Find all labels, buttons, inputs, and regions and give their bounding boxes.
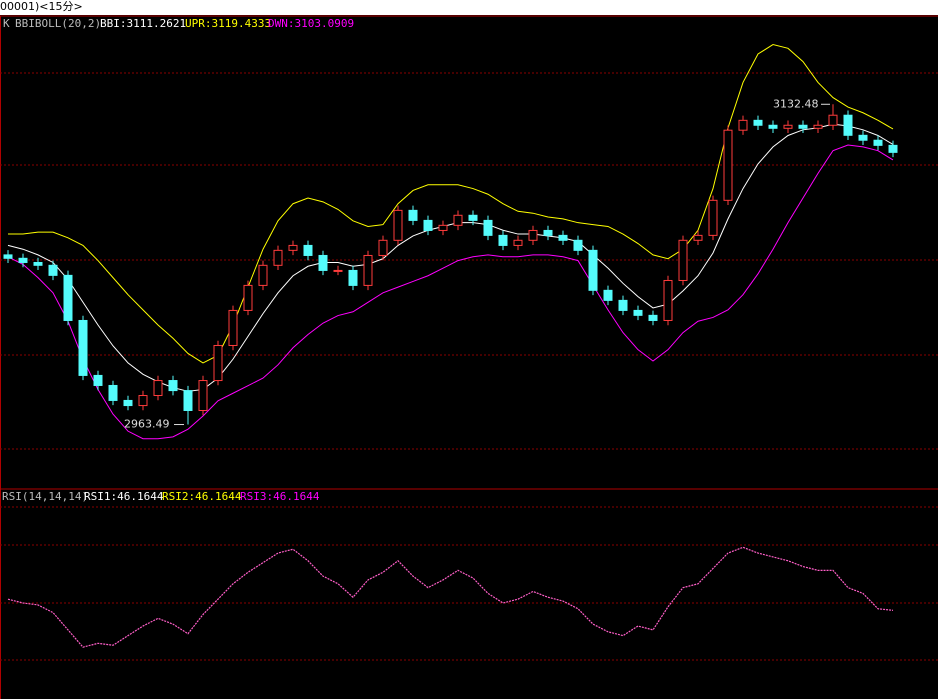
candle-body [303, 244, 313, 256]
candle-body [138, 395, 148, 407]
candle-body [363, 254, 373, 286]
candle-body [18, 257, 28, 263]
candle-body [423, 219, 433, 231]
legend-entry: DWN:3103.0909 [268, 17, 354, 30]
candle-body [873, 139, 883, 146]
candle-body [588, 249, 598, 291]
candle-body [408, 209, 418, 221]
indicator-name: BBIBOLL(20,2) [15, 17, 101, 30]
candle-body [828, 114, 838, 126]
rsi-line [7, 546, 894, 648]
candle-body [93, 374, 103, 386]
candle-body [708, 199, 718, 236]
candle-body [378, 239, 388, 256]
candle-body [678, 239, 688, 281]
candle-body [228, 309, 238, 346]
panel-title: K [3, 17, 10, 30]
candle-body [348, 269, 358, 286]
candle-body [753, 119, 763, 126]
indicator-line [7, 144, 894, 440]
indicator-line [8, 43, 894, 364]
candle-body [78, 319, 88, 376]
candle-body [573, 239, 583, 251]
window-title: 00001)<15分> [0, 0, 83, 13]
candle-body [888, 144, 898, 153]
candle-body [153, 380, 163, 397]
candle-body [663, 279, 673, 321]
candle-body [3, 254, 13, 259]
candle-body [543, 229, 553, 236]
candle-body [483, 219, 493, 236]
candle-body [108, 384, 118, 401]
legend-entry: BBI:3111.2621 [100, 17, 186, 30]
candle-body [498, 234, 508, 246]
candle-body [198, 380, 208, 411]
candle-body [858, 134, 868, 141]
candle-body [453, 214, 463, 226]
candle-body [273, 249, 283, 266]
legend-entry: RSI3:46.1644 [240, 490, 320, 503]
candle-body [738, 119, 748, 131]
low-annotation: 2963.49 [124, 418, 170, 431]
candle-body [333, 269, 343, 272]
candle-body [213, 344, 223, 382]
candle-body [768, 124, 778, 129]
candle-body [633, 309, 643, 316]
candle-body [648, 314, 658, 321]
candle-body [393, 209, 403, 241]
candle-body [468, 214, 478, 221]
candle-body [258, 264, 268, 286]
candle-body [723, 129, 733, 201]
candle-body [558, 234, 568, 241]
candle-body [843, 114, 853, 136]
candle-body [168, 380, 178, 392]
title-bar [0, 0, 938, 15]
candle-body [528, 229, 538, 241]
candle-body [243, 284, 253, 311]
candle-body [783, 124, 793, 129]
candle-body [183, 390, 193, 411]
legend-entry: RSI2:46.1644 [162, 490, 242, 503]
candle-body [513, 239, 523, 246]
high-annotation: 3132.48 [773, 97, 819, 110]
candle-body [813, 124, 823, 129]
legend-entry: RSI1:46.1644 [84, 490, 164, 503]
candle-body [123, 399, 133, 407]
candle-body [603, 289, 613, 301]
candle-body [48, 264, 58, 276]
panel-title: RSI(14,14,14) [2, 490, 88, 503]
candle-body [618, 299, 628, 311]
candle-body [693, 234, 703, 241]
candle-body [318, 254, 328, 271]
candle-body [63, 274, 73, 321]
candle-body [438, 224, 448, 231]
candle-body [798, 124, 808, 129]
legend-entry: UPR:3119.4333 [185, 17, 271, 30]
candle-body [33, 261, 43, 266]
candle-body [288, 244, 298, 251]
